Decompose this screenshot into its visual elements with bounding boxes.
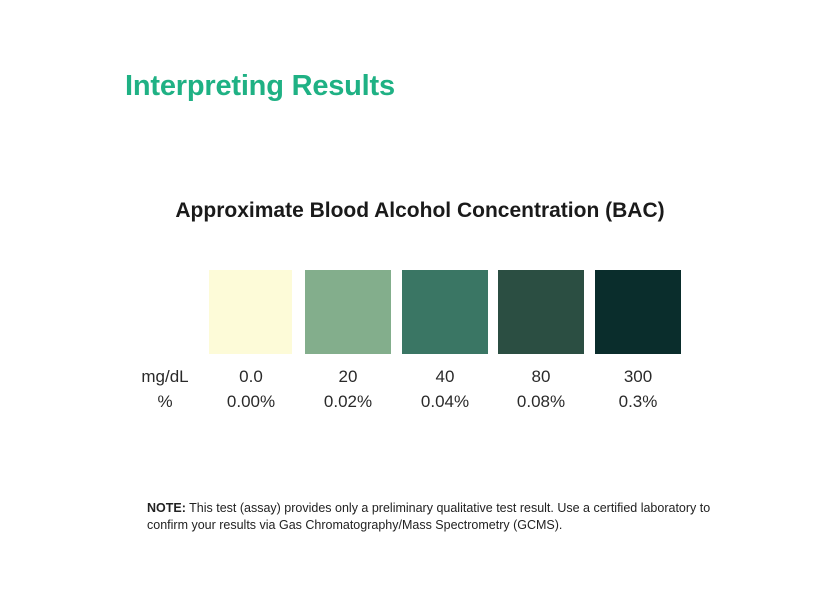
row-label-percent: % [157,392,173,411]
disclaimer-note: NOTE: This test (assay) provides only a … [147,500,727,533]
page-title: Interpreting Results [125,70,395,102]
color-swatch [498,270,584,354]
color-swatch [595,270,681,354]
mgdl-value: 80 [531,367,551,386]
percent-value: 0.00% [226,392,276,411]
percent-value: 0.3% [618,392,658,411]
color-swatch [209,270,292,354]
chart-title: Approximate Blood Alcohol Concentration … [175,199,665,222]
note-label: NOTE: [147,501,186,515]
row-label-mgdl: mg/dL [141,367,189,386]
note-text: This test (assay) provides only a prelim… [147,501,711,532]
mgdl-value: 20 [338,367,358,386]
mgdl-value: 300 [623,367,653,386]
mgdl-value: 0.0 [239,367,263,386]
mgdl-value: 40 [435,367,455,386]
color-swatch [305,270,391,354]
percent-value: 0.04% [420,392,470,411]
color-swatch [402,270,488,354]
percent-value: 0.02% [323,392,373,411]
percent-value: 0.08% [516,392,566,411]
